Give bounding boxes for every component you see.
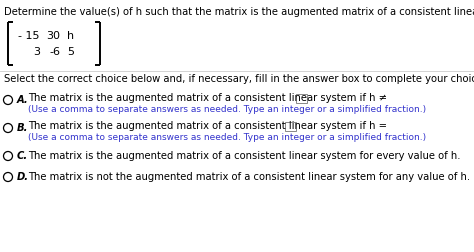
Text: The matrix is the augmented matrix of a consistent linear system if h ≠: The matrix is the augmented matrix of a … (28, 93, 387, 103)
Text: (Use a comma to separate answers as needed. Type an integer or a simplified frac: (Use a comma to separate answers as need… (28, 105, 426, 114)
Text: (Use a comma to separate answers as needed. Type an integer or a simplified frac: (Use a comma to separate answers as need… (28, 133, 426, 142)
Bar (296, 94, 307, 103)
Text: 30: 30 (46, 31, 60, 41)
Text: h: h (67, 31, 74, 41)
Text: 3: 3 (33, 47, 40, 57)
Text: - 15: - 15 (18, 31, 40, 41)
Text: The matrix is not the augmented matrix of a consistent linear system for any val: The matrix is not the augmented matrix o… (28, 172, 470, 182)
Text: A.: A. (17, 95, 28, 105)
Text: 5: 5 (67, 47, 74, 57)
Text: Select the correct choice below and, if necessary, fill in the answer box to com: Select the correct choice below and, if … (4, 74, 474, 84)
Text: B.: B. (17, 123, 28, 133)
Text: -6: -6 (49, 47, 60, 57)
Text: The matrix is the augmented matrix of a consistent linear system if h =: The matrix is the augmented matrix of a … (28, 121, 387, 131)
Text: D.: D. (17, 172, 29, 182)
Text: C.: C. (17, 151, 28, 161)
Text: Determine the value(s) of h such that the matrix is the augmented matrix of a co: Determine the value(s) of h such that th… (4, 7, 474, 17)
Text: The matrix is the augmented matrix of a consistent linear system for every value: The matrix is the augmented matrix of a … (28, 151, 461, 161)
Bar (285, 122, 296, 131)
